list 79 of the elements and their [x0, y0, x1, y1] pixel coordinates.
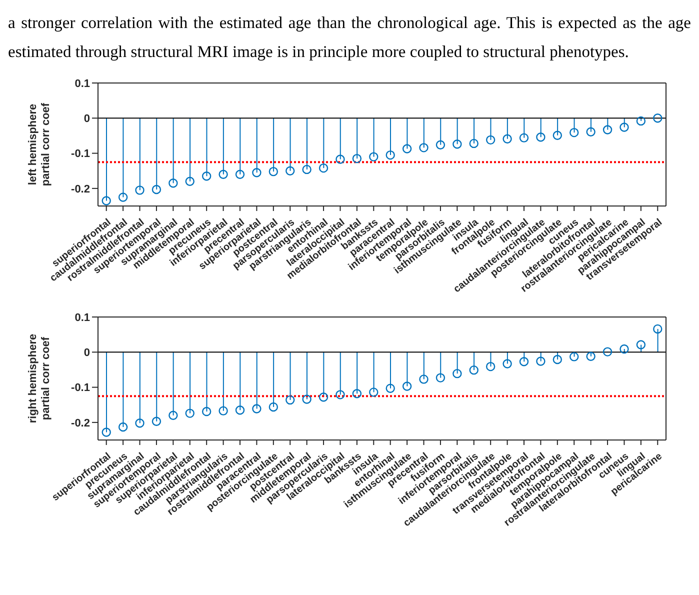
- point: [235, 406, 245, 415]
- point: [469, 365, 478, 375]
- point: [352, 389, 362, 398]
- point: [570, 128, 579, 138]
- y-tick-label: 0: [84, 347, 90, 360]
- y-tick-label: -0.1: [71, 382, 90, 394]
- point: [636, 340, 646, 350]
- point: [168, 178, 178, 188]
- point: [318, 163, 328, 173]
- point: [102, 428, 111, 437]
- point: [152, 184, 162, 194]
- point: [519, 357, 529, 366]
- point: [519, 133, 529, 142]
- point: [286, 166, 295, 176]
- point: [302, 394, 312, 404]
- y-tick-label: 0.1: [74, 312, 90, 324]
- text: a stronger correlation with the estimated age than the chronological age. This is expected as the age estimated through structural MRI image is in principle more coupled to structural phenotypes.: [8, 12, 691, 63]
- point: [586, 352, 596, 361]
- point: [386, 384, 395, 393]
- point: [369, 152, 378, 162]
- point: [486, 135, 496, 145]
- point: [653, 324, 662, 334]
- point: [118, 422, 128, 432]
- point: [452, 368, 462, 378]
- point: [352, 154, 362, 164]
- point: [336, 154, 345, 164]
- point: [235, 170, 245, 179]
- point: [268, 402, 278, 412]
- point: [118, 192, 128, 202]
- point: [302, 164, 312, 174]
- y-tick-label: 0.1: [74, 78, 90, 90]
- point: [586, 127, 596, 136]
- y-axis-title: left hemisphere partial corr coef: [27, 102, 52, 186]
- point: [102, 196, 111, 206]
- point: [552, 354, 562, 364]
- point: [318, 392, 328, 402]
- point: [552, 130, 562, 140]
- point: [218, 406, 228, 416]
- point: [202, 172, 212, 181]
- point: [185, 176, 194, 186]
- point: [152, 416, 162, 426]
- point: [602, 125, 612, 134]
- point: [502, 359, 512, 368]
- point: [436, 140, 446, 150]
- point: [202, 406, 212, 416]
- point: [218, 170, 228, 179]
- point: [436, 373, 446, 382]
- point: [252, 168, 262, 178]
- point: [135, 186, 144, 195]
- point: [336, 390, 345, 400]
- point: [268, 166, 278, 176]
- point: [502, 134, 512, 144]
- point: [570, 352, 579, 362]
- point: [486, 362, 496, 372]
- point: [135, 418, 144, 428]
- point: [636, 116, 646, 126]
- point: [602, 347, 612, 356]
- point: [419, 143, 428, 152]
- point: [620, 122, 629, 132]
- y-tick-label: 0: [84, 113, 90, 126]
- y-tick-label: -0.2: [71, 183, 90, 196]
- y-tick-label: -0.2: [71, 417, 90, 430]
- point: [653, 114, 662, 123]
- y-axis-title: right hemisphere partial corr coef: [27, 334, 52, 424]
- point: [620, 344, 629, 354]
- point: [536, 356, 546, 366]
- point: [469, 138, 478, 148]
- point: [419, 374, 428, 384]
- point: [452, 140, 462, 149]
- point: [386, 150, 395, 160]
- point: [252, 404, 262, 414]
- y-tick-label: -0.1: [71, 148, 90, 160]
- point: [286, 395, 295, 405]
- point: [536, 132, 546, 142]
- point: [168, 410, 178, 420]
- point: [185, 408, 194, 418]
- point: [402, 382, 412, 391]
- point: [402, 144, 412, 154]
- point: [369, 388, 378, 397]
